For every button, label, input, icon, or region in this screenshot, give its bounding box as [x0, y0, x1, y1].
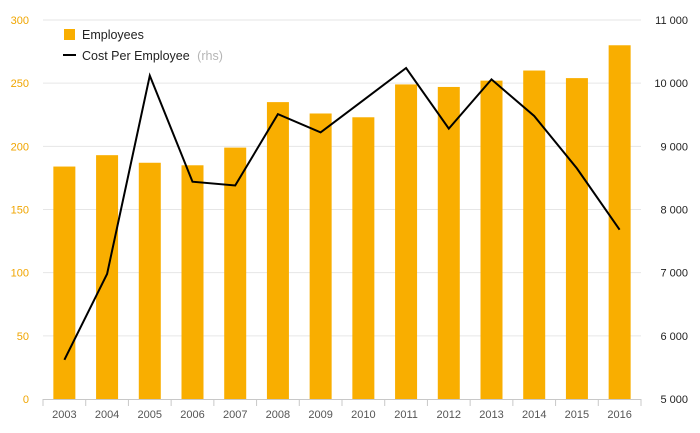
- right-tick-label: 10 000: [654, 78, 688, 90]
- left-tick-label: 200: [11, 141, 29, 153]
- legend-label-employees: Employees: [82, 28, 144, 42]
- bar-employees-2003: [53, 166, 76, 399]
- line-cost-per-employee: [63, 66, 621, 361]
- left-tick-label: 100: [11, 268, 29, 280]
- x-tick-label: 2012: [437, 409, 461, 421]
- x-tick-label: 2010: [351, 409, 375, 421]
- right-tick-label: 9 000: [660, 141, 688, 153]
- x-tick-label: 2011: [394, 409, 418, 421]
- x-tick-label: 2007: [223, 409, 247, 421]
- x-tick-label: 2005: [138, 409, 162, 421]
- bar-employees-2005: [138, 162, 161, 399]
- bar-employees-2011: [395, 84, 418, 400]
- cost-per-employee-line-group: [63, 66, 621, 361]
- x-tick-label: 2006: [180, 409, 204, 421]
- right-tick-label: 6 000: [660, 331, 688, 343]
- bar-employees-2006: [181, 165, 204, 399]
- bar-employees-2013: [480, 80, 503, 399]
- right-tick-label: 8 000: [660, 205, 688, 217]
- x-tick-label: 2015: [565, 409, 589, 421]
- x-axis: 2003 2004 2005 2006 2007 2008 2009 2010 2011 2012…: [42, 399, 642, 421]
- legend-label-cost-per-employee: Cost Per Employee (rhs): [82, 49, 223, 63]
- bar-employees-2016: [608, 45, 631, 400]
- x-tick-label: 2009: [308, 409, 332, 421]
- left-tick-label: 50: [17, 331, 29, 343]
- bar-employees-2010: [352, 117, 375, 399]
- left-tick-label: 300: [11, 15, 29, 27]
- gridlines: [43, 19, 641, 337]
- legend-label-cost-per-employee-suffix: (rhs): [197, 49, 223, 63]
- bar-employees-2008: [266, 102, 289, 399]
- bar-employees-2012: [437, 86, 460, 399]
- bar-employees-2007: [224, 147, 247, 399]
- bar-employees-2004: [96, 155, 119, 399]
- x-tick-label: 2013: [479, 409, 503, 421]
- x-tick-label: 2008: [266, 409, 290, 421]
- bar-employees-2014: [523, 70, 546, 400]
- x-tick-label: 2004: [95, 409, 119, 421]
- x-tick-label: 2014: [522, 409, 546, 421]
- employees-bars: [53, 45, 631, 400]
- bar-employees-2015: [565, 78, 588, 399]
- x-tick-label: 2016: [607, 409, 631, 421]
- bar-employees-2009: [309, 113, 332, 399]
- right-tick-label: 11 000: [655, 15, 688, 27]
- legend-swatch-employees: [64, 29, 75, 40]
- left-tick-label: 150: [11, 205, 29, 217]
- left-tick-label: 250: [11, 78, 29, 90]
- right-tick-label: 5 000: [660, 394, 688, 406]
- legend-label-cost-per-employee-name: Cost Per Employee: [82, 49, 190, 63]
- left-tick-label: 0: [23, 394, 29, 406]
- right-axis: 5 000 6 000 7 000 8 000 9 000 10 000 11 000: [654, 15, 688, 406]
- x-tick-label: 2003: [52, 409, 76, 421]
- right-tick-label: 7 000: [660, 268, 688, 280]
- left-axis: 0 50 100 150 200 250 300: [11, 15, 29, 406]
- legend: Employees Cost Per Employee (rhs): [63, 28, 223, 63]
